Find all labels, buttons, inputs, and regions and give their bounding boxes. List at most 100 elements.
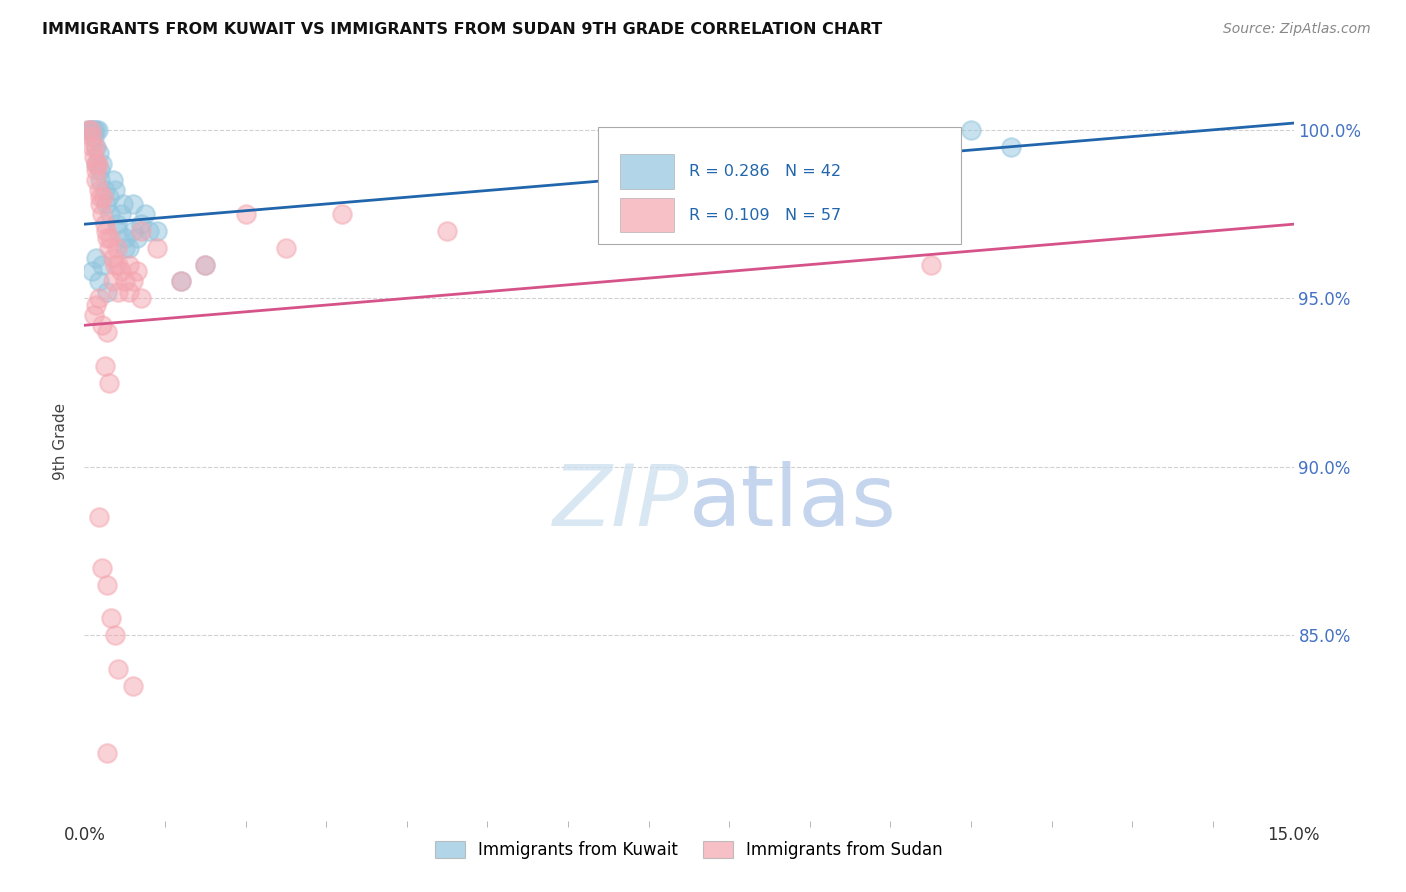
Point xyxy=(89,163,111,178)
Point xyxy=(235,207,257,221)
Point xyxy=(114,241,136,255)
Point xyxy=(91,318,114,333)
Point xyxy=(89,190,111,204)
Point xyxy=(86,156,108,170)
Point xyxy=(96,746,118,760)
Point xyxy=(110,264,132,278)
Point xyxy=(89,197,111,211)
Point xyxy=(101,251,124,265)
Point xyxy=(83,129,105,144)
Point xyxy=(330,207,353,221)
Point xyxy=(118,285,141,299)
Point xyxy=(87,291,110,305)
Point xyxy=(91,156,114,170)
Point xyxy=(83,139,105,153)
Point xyxy=(170,275,193,289)
Point xyxy=(114,275,136,289)
Point xyxy=(86,298,108,312)
Point xyxy=(98,207,121,221)
Point xyxy=(98,230,121,244)
Point xyxy=(77,123,100,137)
Point xyxy=(91,190,114,204)
Point xyxy=(101,173,124,187)
Point xyxy=(105,241,128,255)
Point xyxy=(86,139,108,153)
Point xyxy=(82,264,104,278)
Point xyxy=(114,230,136,244)
Point xyxy=(86,173,108,187)
FancyBboxPatch shape xyxy=(599,127,962,244)
FancyBboxPatch shape xyxy=(620,198,675,232)
Point xyxy=(96,578,118,592)
Text: ZIP: ZIP xyxy=(553,460,689,544)
Point xyxy=(84,123,107,137)
Point xyxy=(107,224,129,238)
Point xyxy=(80,123,103,137)
Point xyxy=(83,150,105,164)
Point xyxy=(87,184,110,198)
FancyBboxPatch shape xyxy=(620,154,675,188)
Point xyxy=(100,611,122,625)
Point xyxy=(82,123,104,137)
Point xyxy=(104,628,127,642)
Point xyxy=(146,241,169,255)
Point xyxy=(93,217,115,231)
Point xyxy=(121,679,143,693)
Point xyxy=(134,207,156,221)
Point xyxy=(121,275,143,289)
Point xyxy=(125,264,148,278)
Point xyxy=(1000,139,1022,153)
Point xyxy=(105,217,128,231)
Point xyxy=(83,308,105,322)
Point xyxy=(96,230,118,244)
Point xyxy=(129,291,152,305)
Text: IMMIGRANTS FROM KUWAIT VS IMMIGRANTS FROM SUDAN 9TH GRADE CORRELATION CHART: IMMIGRANTS FROM KUWAIT VS IMMIGRANTS FRO… xyxy=(42,22,883,37)
Point xyxy=(170,275,193,289)
Point xyxy=(97,190,120,204)
Point xyxy=(82,129,104,144)
Point xyxy=(436,224,458,238)
Point xyxy=(104,184,127,198)
Point xyxy=(194,258,217,272)
Point xyxy=(86,163,108,178)
Text: R = 0.109   N = 57: R = 0.109 N = 57 xyxy=(689,208,841,222)
Legend: Immigrants from Kuwait, Immigrants from Sudan: Immigrants from Kuwait, Immigrants from … xyxy=(429,834,949,865)
Point xyxy=(87,275,110,289)
Point xyxy=(146,224,169,238)
Text: R = 0.286   N = 42: R = 0.286 N = 42 xyxy=(689,164,841,179)
Point xyxy=(94,224,117,238)
Point xyxy=(110,207,132,221)
Point xyxy=(83,123,105,137)
Text: Source: ZipAtlas.com: Source: ZipAtlas.com xyxy=(1223,22,1371,37)
Point xyxy=(91,561,114,575)
Point xyxy=(101,275,124,289)
Point xyxy=(121,197,143,211)
Point xyxy=(129,224,152,238)
Point xyxy=(82,139,104,153)
Point xyxy=(77,123,100,137)
Point xyxy=(96,325,118,339)
Point xyxy=(920,258,942,272)
Point xyxy=(91,258,114,272)
Point xyxy=(89,173,111,187)
Point xyxy=(138,224,160,238)
Point xyxy=(97,376,120,390)
Point xyxy=(104,258,127,272)
Point xyxy=(118,258,141,272)
Point xyxy=(129,217,152,231)
Point xyxy=(93,359,115,373)
Point xyxy=(274,241,297,255)
Point xyxy=(107,285,129,299)
Point xyxy=(86,251,108,265)
Point xyxy=(87,123,110,137)
Point xyxy=(87,156,110,170)
Point xyxy=(960,123,983,137)
Point xyxy=(194,258,217,272)
Point xyxy=(107,662,129,676)
Point xyxy=(87,510,110,524)
Y-axis label: 9th Grade: 9th Grade xyxy=(53,403,69,480)
Point xyxy=(97,241,120,255)
Text: atlas: atlas xyxy=(689,460,897,544)
Point xyxy=(125,230,148,244)
Point xyxy=(112,197,135,211)
